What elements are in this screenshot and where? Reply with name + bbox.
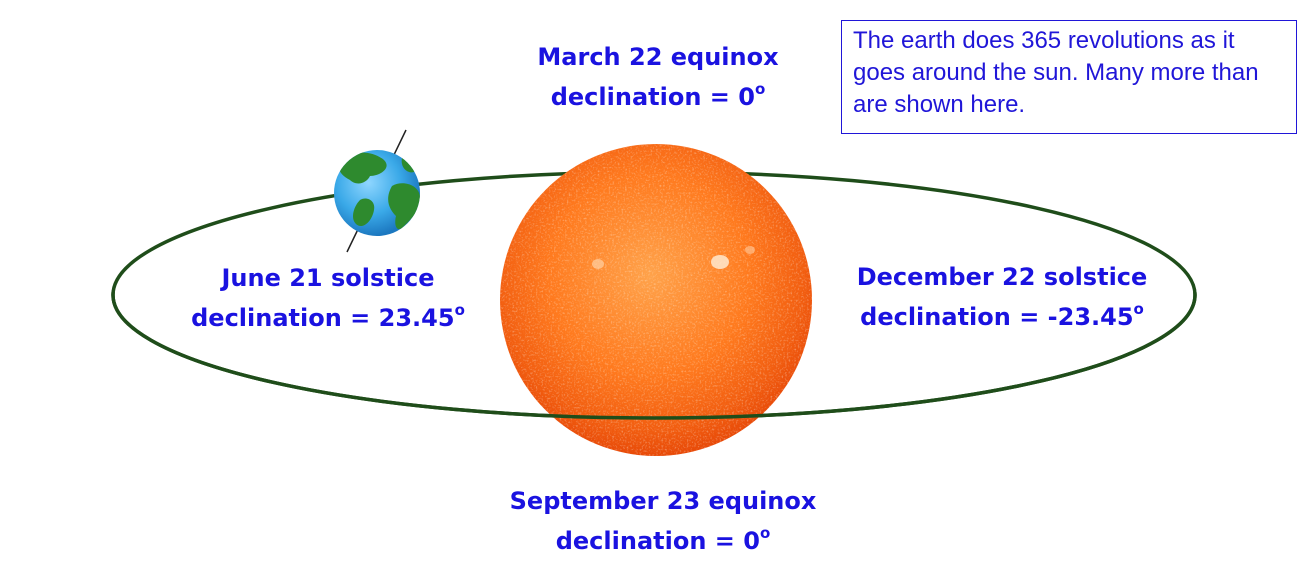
march-equinox-label: March 22 equinox declination = 0o — [537, 40, 778, 114]
september-event-text: September 23 equinox — [509, 487, 817, 515]
march-declination-text: declination = 0o — [550, 80, 766, 111]
earth-icon — [334, 129, 420, 253]
june-event-text: June 21 solstice — [221, 264, 435, 292]
december-event-text: December 22 solstice — [856, 263, 1148, 291]
december-solstice-label: December 22 solstice declination = -23.4… — [857, 260, 1148, 334]
september-declination-text: declination = 0o — [555, 524, 771, 555]
june-declination-text: declination = 23.45o — [191, 301, 465, 332]
march-event-text: March 22 equinox — [537, 43, 779, 71]
orbit-front — [111, 292, 1197, 420]
december-declination-text: declination = -23.45o — [860, 300, 1144, 331]
june-solstice-label: June 21 solstice declination = 23.45o — [191, 261, 465, 335]
revolutions-note: The earth does 365 revolutions as it goe… — [841, 20, 1297, 134]
september-equinox-label: September 23 equinox declination = 0o — [510, 484, 817, 558]
sun-icon — [500, 144, 812, 456]
